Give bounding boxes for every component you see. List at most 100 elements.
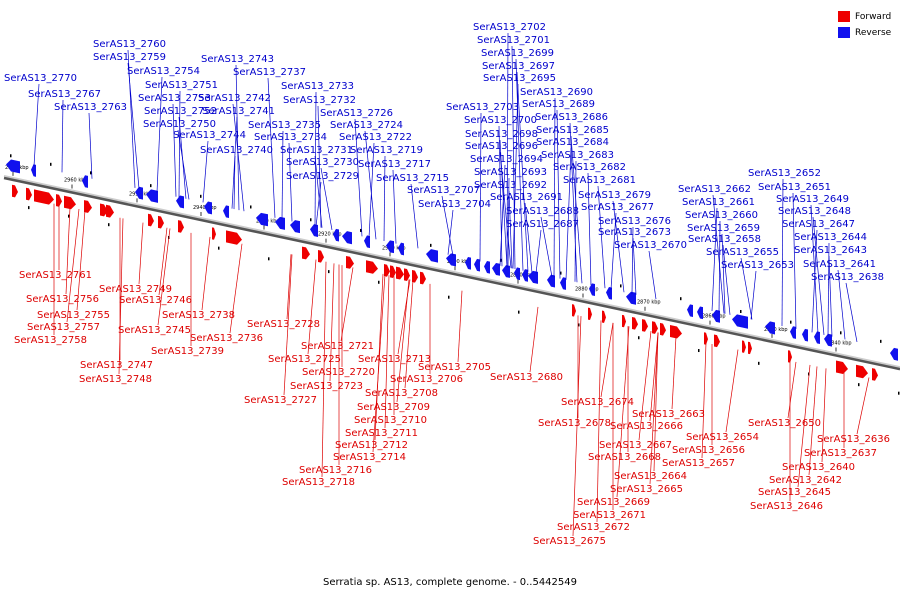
feature-mark (378, 280, 380, 284)
scale-label: 2840 kbp (828, 340, 852, 346)
gene-arrow-forward (178, 220, 184, 233)
gene-label-reverse: SerAS13_2691 (490, 192, 563, 203)
gene-label-reverse: SerAS13_2719 (350, 145, 423, 156)
gene-label-reverse: SerAS13_2689 (522, 99, 595, 110)
leader-line-reverse (172, 103, 177, 197)
gene-label-forward: SerAS13_2721 (301, 341, 374, 352)
feature-mark (638, 336, 640, 340)
gene-arrow-reverse (135, 186, 143, 200)
leader-line-reverse (516, 71, 529, 272)
gene-arrow-reverse (484, 261, 490, 274)
feature-mark (430, 243, 432, 247)
gene-arrow-forward (26, 187, 32, 201)
leader-line-reverse (441, 195, 454, 256)
gene-label-reverse: SerAS13_2695 (483, 73, 556, 84)
gene-label-reverse: SerAS13_2648 (778, 206, 851, 217)
gene-arrow-reverse (697, 306, 703, 320)
gene-arrow-forward (856, 364, 868, 379)
backbone-highlight (3, 175, 900, 369)
gene-arrow-reverse (398, 242, 404, 256)
feature-mark (880, 339, 882, 343)
leader-line-forward (457, 290, 463, 363)
legend-forward-label: Forward (855, 11, 892, 22)
leader-line-reverse (553, 97, 556, 278)
feature-mark (250, 205, 252, 209)
gene-label-forward: SerAS13_2667 (599, 440, 672, 451)
leader-line-forward (372, 274, 386, 453)
leader-line-forward (572, 316, 582, 537)
leader-line-forward (329, 263, 335, 382)
gene-label-forward: SerAS13_2712 (335, 440, 408, 451)
gene-label-reverse: SerAS13_2702 (473, 22, 546, 33)
gene-label-forward: SerAS13_2711 (345, 428, 418, 439)
gene-label-reverse: SerAS13_2767 (28, 89, 101, 100)
gene-label-reverse: SerAS13_2684 (536, 137, 609, 148)
gene-label-reverse: SerAS13_2679 (578, 190, 651, 201)
gene-label-forward: SerAS13_2637 (804, 448, 877, 459)
gene-label-forward: SerAS13_2720 (302, 367, 375, 378)
gene-label-reverse: SerAS13_2724 (330, 120, 403, 131)
gene-arrow-reverse (514, 267, 520, 281)
gene-label-reverse: SerAS13_2644 (794, 232, 867, 243)
gene-label-forward: SerAS13_2645 (758, 487, 831, 498)
leader-line-reverse (828, 255, 833, 337)
gene-label-reverse: SerAS13_2750 (143, 119, 216, 130)
leader-line-reverse (33, 83, 40, 167)
feature-mark (268, 257, 270, 261)
gene-label-forward: SerAS13_2710 (354, 415, 427, 426)
feature-mark (108, 223, 110, 227)
gene-label-reverse: SerAS13_2643 (794, 245, 867, 256)
leader-line-reverse (837, 269, 846, 340)
gene-label-reverse: SerAS13_2730 (286, 157, 359, 168)
gene-label-reverse: SerAS13_2763 (54, 102, 127, 113)
leader-line-reverse (233, 155, 236, 210)
gene-arrow-forward (64, 195, 76, 210)
gene-arrow-reverse (364, 235, 370, 249)
gene-label-reverse: SerAS13_2694 (470, 154, 543, 165)
feature-mark (560, 271, 562, 275)
leader-line-forward (600, 322, 614, 398)
leader-line-reverse (498, 125, 503, 267)
gene-label-forward: SerAS13_2678 (538, 418, 611, 429)
gene-arrow-forward (788, 350, 792, 363)
feature-mark (28, 206, 30, 210)
leader-line-forward (118, 218, 124, 375)
gene-arrow-reverse (528, 270, 538, 284)
gene-label-reverse: SerAS13_2700 (464, 115, 537, 126)
gene-arrow-forward (652, 321, 658, 334)
leader-line-forward (76, 210, 86, 311)
gene-arrow-reverse (814, 331, 820, 345)
feature-mark (150, 184, 152, 188)
gene-arrow-reverse (712, 309, 720, 323)
leader-line-forward (653, 332, 659, 472)
gene-label-reverse: SerAS13_2662 (678, 184, 751, 195)
gene-label-forward: SerAS13_2669 (577, 497, 650, 508)
leader-line-reverse (177, 129, 190, 200)
gene-arrow-forward (642, 319, 648, 332)
gene-arrow-reverse (589, 283, 595, 297)
gene-label-reverse: SerAS13_2737 (233, 67, 306, 78)
leader-line-reverse (750, 270, 757, 320)
gene-label-reverse: SerAS13_2742 (198, 93, 271, 104)
gene-arrow-reverse (333, 228, 339, 242)
gene-label-reverse: SerAS13_2698 (465, 129, 538, 140)
gene-arrow-forward (212, 227, 216, 240)
gene-arrow-reverse (802, 328, 808, 342)
gene-arrow-forward (660, 322, 666, 336)
leader-line-reverse (61, 99, 64, 173)
leader-line-forward (856, 377, 870, 435)
gene-label-reverse: SerAS13_2751 (145, 80, 218, 91)
gene-arrow-forward (748, 341, 752, 355)
gene-label-forward: SerAS13_2761 (19, 270, 92, 281)
gene-arrow-reverse (31, 164, 36, 177)
leader-line-forward (638, 330, 652, 441)
leader-line-reverse (499, 151, 512, 269)
gene-label-reverse: SerAS13_2703 (446, 102, 519, 113)
gene-label-forward: SerAS13_2708 (365, 388, 438, 399)
scale-label: 2940 kbp (193, 205, 217, 211)
leader-line-reverse (781, 178, 784, 326)
leader-line-reverse (288, 142, 293, 222)
gene-label-forward: SerAS13_2746 (119, 295, 192, 306)
gene-label-reverse: SerAS13_2687 (506, 219, 579, 230)
